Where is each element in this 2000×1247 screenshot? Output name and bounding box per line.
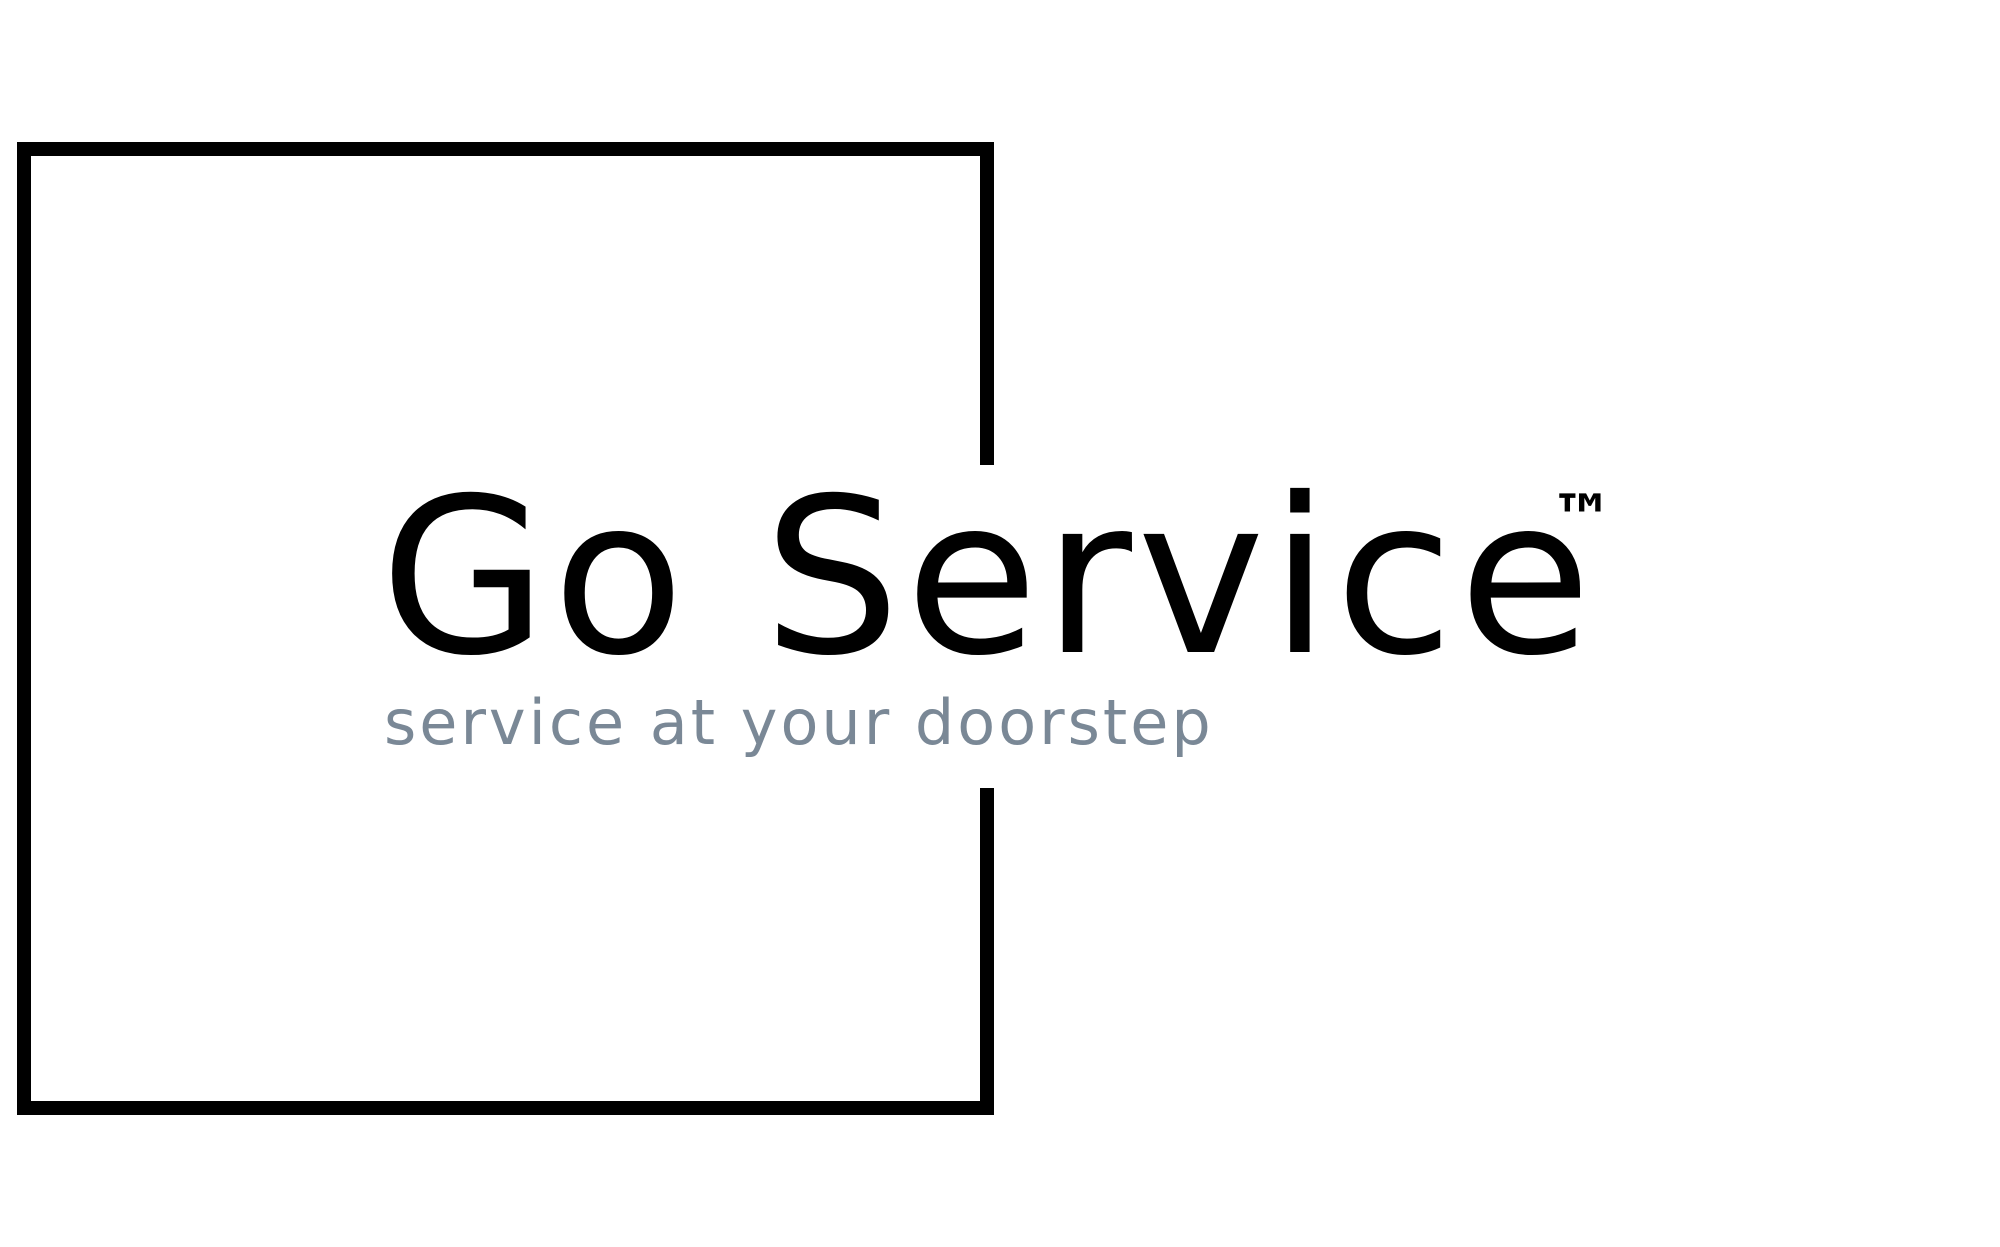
brand-tagline: service at your doorstep: [384, 686, 1214, 759]
frame-outline: [17, 142, 994, 1115]
brand-name: Go Service: [380, 452, 1597, 703]
trademark-symbol: ™: [1550, 482, 1614, 556]
